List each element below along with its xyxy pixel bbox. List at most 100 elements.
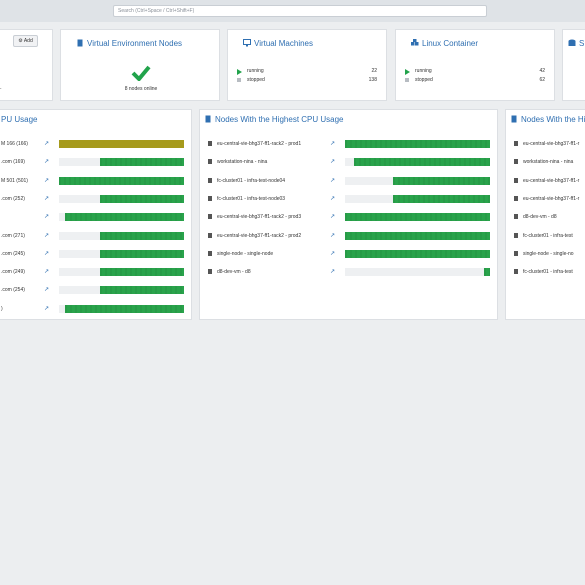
external-link-icon[interactable]: ↗ [44, 250, 50, 257]
external-link-icon[interactable]: ↗ [330, 232, 336, 239]
node-label: eu-central-vie-bhg37-ff1-r [514, 177, 580, 184]
cpu-usage-fill [353, 158, 490, 167]
lxc-stopped-label: stopped [415, 77, 433, 83]
cpu-usage-fill [100, 268, 184, 277]
vms-title: Virtual Machines [243, 39, 313, 48]
cpu-usage-bar [59, 140, 184, 148]
external-link-icon[interactable]: ↗ [44, 287, 50, 294]
stop-icon [405, 78, 409, 82]
vms-card: Virtual Machines running 22 stopped 138 [227, 29, 387, 101]
node-label: single-node - single-node [208, 250, 273, 257]
node-name: fc-cluster01 - infra-test-node04 [217, 177, 286, 184]
node-label: d8-dev-vm - d8 [514, 214, 557, 220]
cpu-usage-fill [65, 213, 184, 222]
add-button[interactable]: ⚙ Add [13, 35, 38, 47]
cubes-icon [411, 39, 419, 47]
cpu-usage-bar [345, 213, 490, 222]
server-icon [514, 269, 518, 275]
external-link-icon[interactable]: ↗ [44, 214, 50, 221]
server-icon [208, 269, 212, 275]
guest-label: .com (254) [1, 287, 25, 294]
external-link-icon[interactable]: ↗ [44, 141, 50, 147]
external-link-icon[interactable]: ↗ [330, 250, 336, 257]
storage-title: S [568, 39, 584, 48]
node-label: eu-central-vie-bhg37-ff1-r [514, 141, 579, 147]
cpu-usage-bar [59, 231, 184, 240]
cpu-usage-bar [59, 268, 184, 277]
external-link-icon[interactable]: ↗ [330, 195, 336, 202]
cpu-usage-bar [345, 268, 490, 277]
server-icon [510, 115, 518, 123]
external-link-icon[interactable]: ↗ [44, 195, 50, 202]
server-icon [208, 195, 212, 201]
external-link-icon[interactable]: ↗ [44, 269, 50, 276]
cpu-usage-fill [484, 268, 490, 277]
play-icon [237, 68, 242, 75]
ve-nodes-card: Virtual Environment Nodes 8 nodes online [60, 29, 220, 101]
storage-card: S [562, 29, 585, 101]
search-input[interactable]: Search (Ctrl+Space / Ctrl+Shift+F) [113, 5, 487, 17]
node-name: eu-central-vie-bhg37-ff1-r [523, 141, 580, 147]
node-name: d8-dev-vm - d8 [523, 214, 557, 221]
nodes-cpu-panel: Nodes With the Highest CPU Usage eu-cent… [199, 109, 498, 320]
cpu-usage-bar [345, 231, 490, 240]
server-icon [514, 214, 518, 220]
cpu-usage-bar [59, 213, 184, 222]
external-link-icon[interactable]: ↗ [330, 269, 336, 276]
vms-stopped-count: 138 [368, 77, 377, 83]
nodes-online-status: 8 nodes online [124, 86, 158, 92]
external-link-icon[interactable]: ↗ [330, 141, 336, 147]
server-icon [514, 250, 518, 256]
external-link-icon[interactable]: ↗ [44, 177, 50, 184]
lxc-stopped-count: 62 [539, 77, 545, 83]
lxc-running-count: 42 [539, 68, 545, 74]
add-button-label: Add [23, 38, 33, 44]
lxc-running-label: running [415, 68, 432, 74]
lxc-card: Linux Container running 42 stopped 62 [395, 29, 555, 101]
node-name: eu-central-vie-bhg37-ff1-rack2 - prod1 [217, 141, 302, 147]
cpu-usage-fill [392, 194, 490, 203]
vms-stopped-row: stopped 138 [237, 77, 377, 84]
guest-cpu-title: PU Usage [1, 115, 38, 124]
node-label: eu-central-vie-bhg37-ff1-rack2 - prod3 [208, 214, 301, 220]
server-icon [514, 195, 518, 201]
server-icon [208, 159, 212, 165]
external-link-icon[interactable]: ↗ [330, 159, 336, 166]
external-link-icon[interactable]: ↗ [330, 214, 336, 221]
vms-running-label: running [247, 68, 264, 74]
cpu-usage-fill [59, 140, 184, 148]
cpu-usage-bar [345, 249, 490, 258]
node-name: eu-central-vie-bhg37-ff1-rack2 - prod3 [217, 214, 302, 221]
guest-label: M 166 (166) [1, 141, 28, 147]
stop-icon [237, 78, 241, 82]
nodes-mem-panel: Nodes With the Hi eu-central-vie-bhg37-f… [505, 109, 585, 320]
cpu-usage-bar [59, 176, 184, 185]
server-icon [514, 177, 518, 183]
cpu-usage-fill [345, 140, 490, 148]
cpu-usage-fill [100, 231, 184, 240]
external-link-icon[interactable]: ↗ [44, 305, 50, 312]
vms-stopped-label: stopped [247, 77, 265, 83]
cpu-usage-bar [59, 194, 184, 203]
external-link-icon[interactable]: ↗ [44, 232, 50, 239]
server-icon [514, 141, 518, 146]
guest-label: .com (245) [1, 250, 25, 257]
resources-card: ⚙ Add . [0, 29, 53, 101]
external-link-icon[interactable]: ↗ [44, 159, 50, 166]
node-label: fc-cluster01 - infra-test [514, 269, 573, 275]
lxc-stopped-row: stopped 62 [405, 77, 545, 84]
node-name: workstation-nina - nina [523, 159, 574, 166]
node-name: eu-central-vie-bhg37-ff1-r [523, 177, 580, 184]
play-icon [405, 68, 410, 75]
guest-cpu-panel: PU Usage M 166 (166) ↗ .com (169) ↗ M 501 (5… [0, 109, 192, 320]
nodes-mem-title: Nodes With the Hi [510, 115, 585, 124]
external-link-icon[interactable]: ↗ [330, 177, 336, 184]
server-icon [514, 159, 518, 165]
node-name: eu-central-vie-bhg37-ff1-rack2 - prod2 [217, 232, 302, 239]
cpu-usage-bar [59, 304, 184, 313]
node-label: fc-cluster01 - infra-test [514, 232, 573, 239]
guest-label: .com (169) [1, 159, 25, 166]
guest-label: .com (249) [1, 269, 25, 276]
cpu-usage-fill [345, 231, 490, 240]
node-name: single-node - single-no [523, 250, 574, 257]
